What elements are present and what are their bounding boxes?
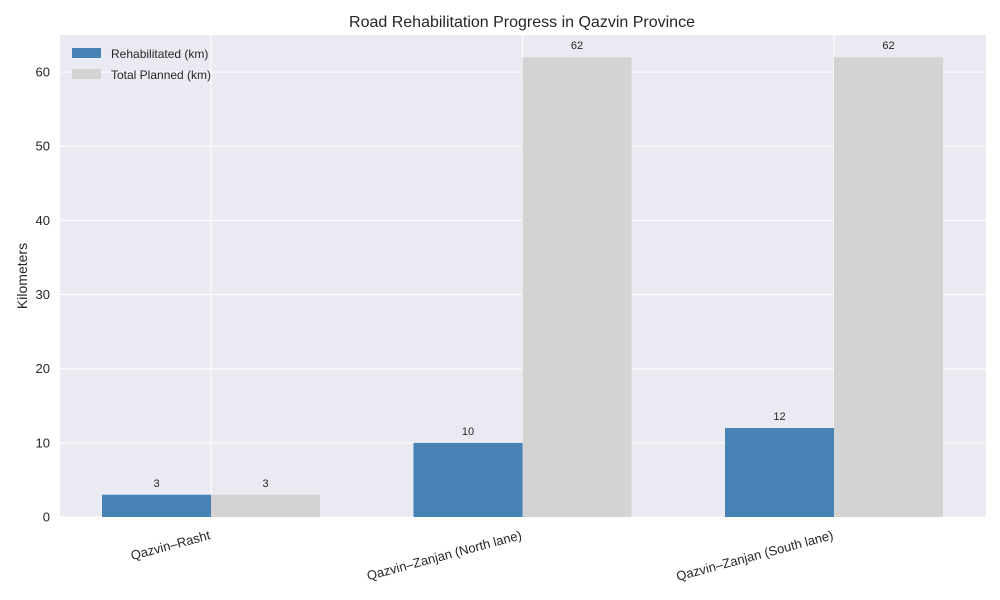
x-tick-label: Qazvin–Zanjan (South lane) (675, 527, 835, 583)
legend-label: Total Planned (km) (111, 68, 211, 82)
bar-total-planned (522, 57, 632, 517)
legend-label: Rehabilitated (km) (111, 47, 208, 61)
y-tick-label: 40 (36, 213, 50, 228)
y-tick-label: 20 (36, 361, 50, 376)
bar-rehabilitated (413, 442, 523, 517)
bar-rehabilitated (725, 428, 834, 517)
bar-rehabilitated (102, 494, 211, 517)
bar-value-label: 12 (773, 411, 785, 423)
bar-value-label: 10 (462, 426, 474, 438)
bar-total-planned (834, 57, 943, 517)
legend-swatch (72, 48, 101, 58)
y-axis-label: Kilometers (14, 243, 30, 309)
legend: Rehabilitated (km) Total Planned (km) (72, 47, 211, 82)
y-tick-label: 60 (36, 65, 50, 80)
bar-value-label: 62 (571, 40, 583, 52)
bar-value-label: 3 (262, 478, 268, 490)
x-axis-ticks: Qazvin–Rasht Qazvin–Zanjan (North lane) Qa… (129, 527, 835, 583)
x-tick-label: Qazvin–Rasht (129, 527, 212, 563)
bar-total-planned (211, 494, 320, 517)
bars (102, 57, 943, 517)
y-tick-label: 10 (36, 435, 50, 450)
y-axis-ticks: 0 10 20 30 40 50 60 (36, 65, 50, 525)
bar-value-label: 62 (882, 40, 894, 52)
bar-value-label: 3 (153, 478, 159, 490)
chart-title: Road Rehabilitation Progress in Qazvin P… (349, 14, 695, 31)
y-tick-label: 50 (36, 139, 50, 154)
legend-swatch (72, 69, 101, 79)
bar-labels: 3 10 12 3 62 62 (153, 40, 894, 490)
x-tick-label: Qazvin–Zanjan (North lane) (365, 527, 523, 583)
y-tick-label: 30 (36, 287, 50, 302)
y-tick-label: 0 (43, 510, 50, 525)
